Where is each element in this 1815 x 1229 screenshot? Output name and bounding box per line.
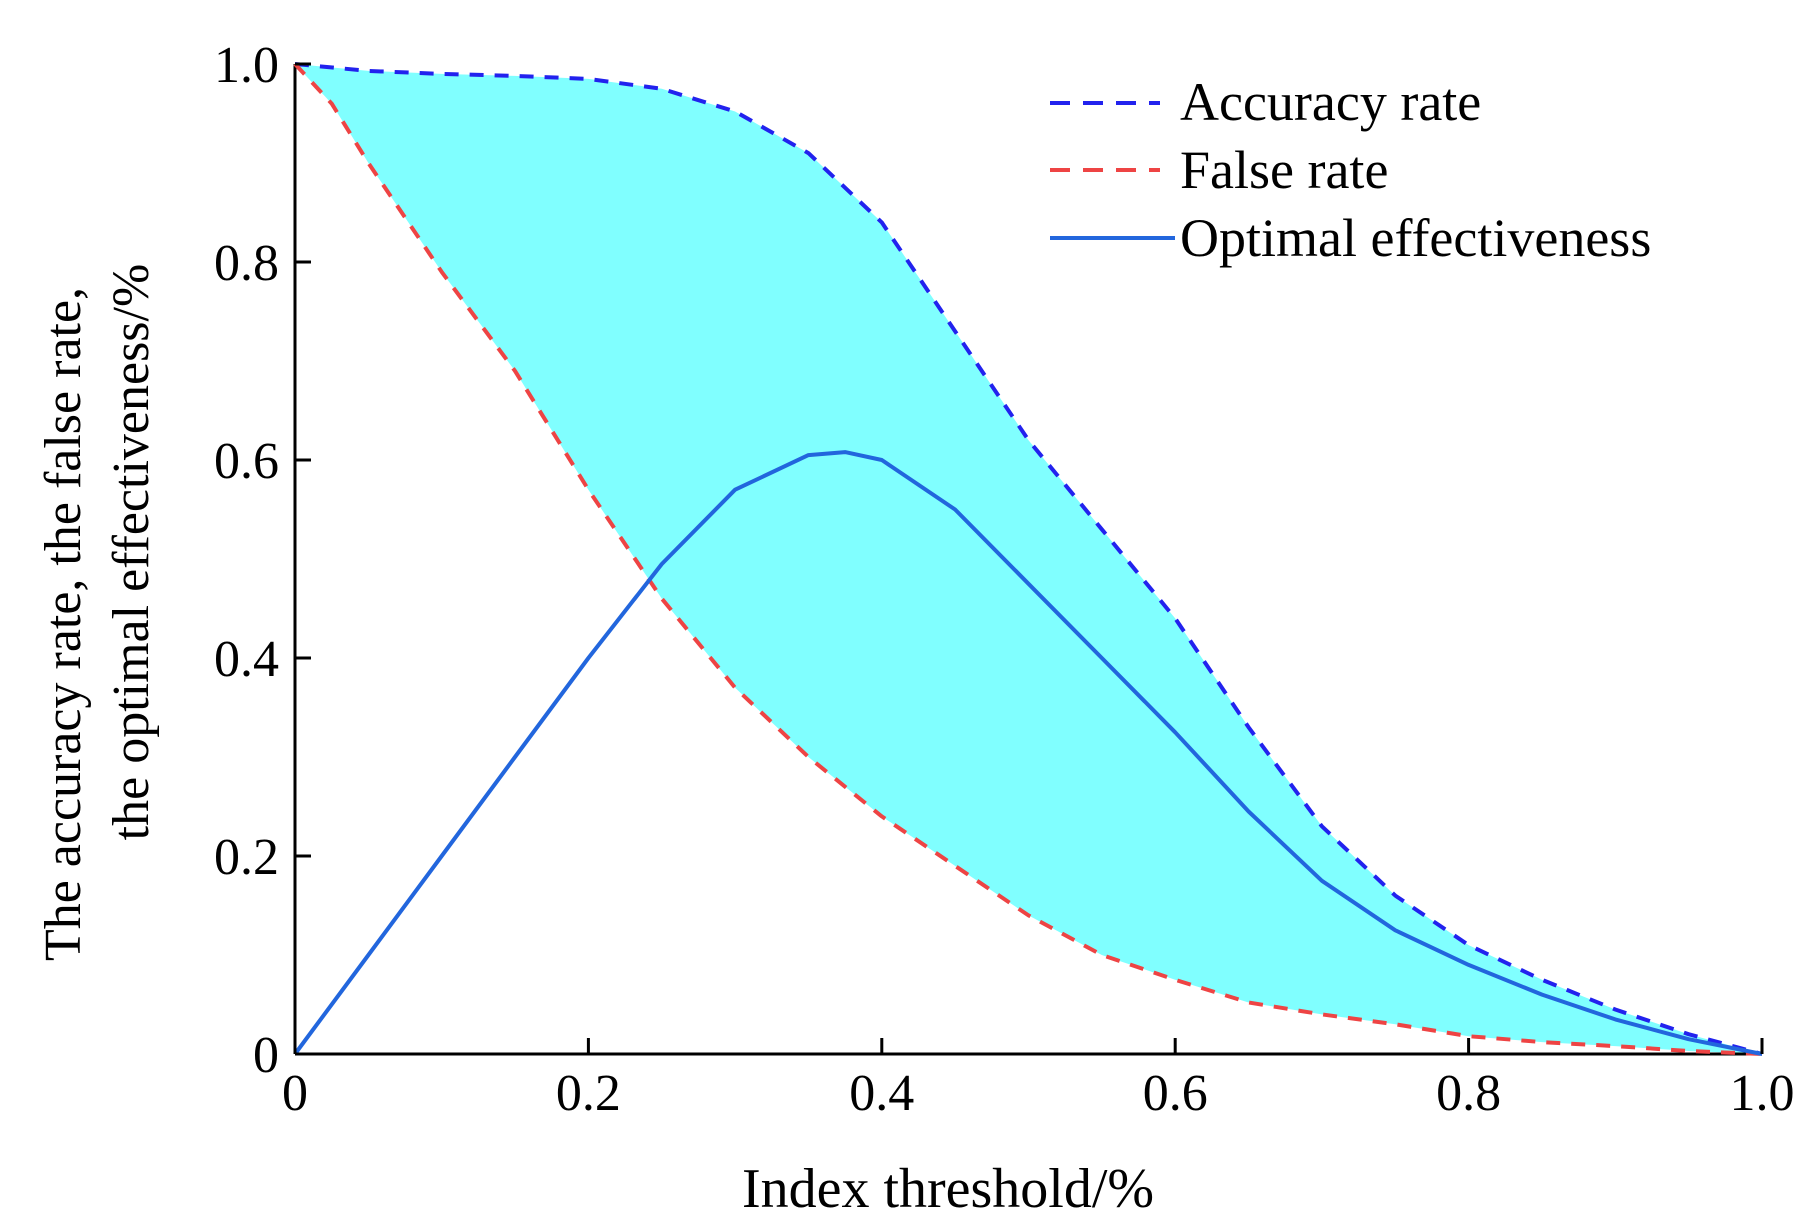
x-tick-label: 0.4 — [849, 1065, 914, 1122]
y-tick-label: 0.8 — [214, 235, 279, 292]
axes-layer — [293, 64, 1762, 1056]
y-tick-label: 1.0 — [214, 37, 279, 94]
y-tick-label: 0.2 — [214, 829, 279, 886]
fill-area-layer — [295, 64, 1762, 1054]
series-line-optimal-effectiveness — [293, 450, 1763, 1056]
legend-label-accuracy-rate: Accuracy rate — [1180, 72, 1481, 132]
series-line-false-rate — [293, 62, 1763, 1056]
y-tick-label: 0.6 — [214, 433, 279, 490]
x-tick-label: 0.6 — [1143, 1065, 1208, 1122]
x-tick-label: 0.8 — [1436, 1065, 1501, 1122]
legend: Accuracy rate False rate Optimal effecti… — [1050, 72, 1651, 268]
fill-between-area — [295, 64, 1762, 1054]
x-axis-label: Index threshold/% — [742, 1158, 1154, 1220]
y-tick-label: 0 — [253, 1027, 279, 1084]
x-tick-label: 0.2 — [556, 1065, 621, 1122]
ticks-layer: 0 0.2 0.4 0.6 0.8 1.0 0 0.2 0.4 0.6 0.8 1.0 — [214, 37, 1795, 1122]
y-tick-label: 0.4 — [214, 631, 279, 688]
legend-label-false-rate: False rate — [1180, 140, 1388, 200]
legend-label-optimal-effectiveness: Optimal effectiveness — [1180, 208, 1651, 268]
y-axis-label-line2: the optimal effectiveness/% — [103, 264, 160, 841]
x-tick-label: 0 — [282, 1065, 308, 1122]
y-axis-label-line1: The accuracy rate, the false rate, — [35, 287, 92, 961]
x-tick-label: 1.0 — [1730, 1065, 1795, 1122]
series-layer — [293, 62, 1763, 1056]
